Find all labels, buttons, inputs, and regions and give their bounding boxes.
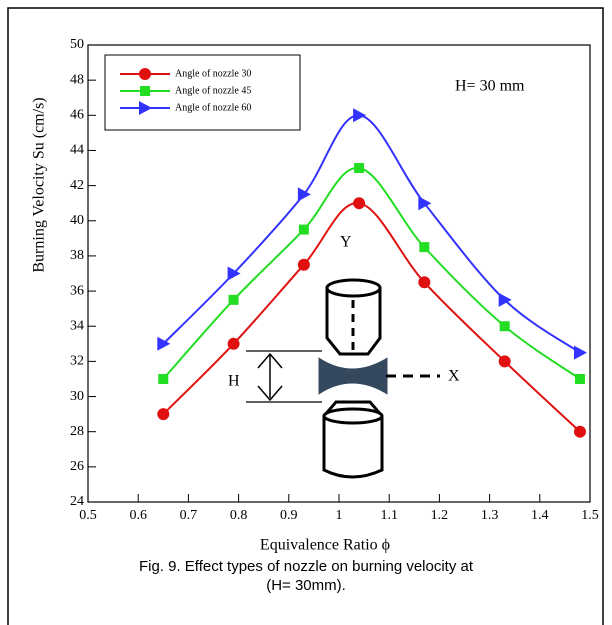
y-tick-label: 50 bbox=[70, 37, 84, 52]
data-point bbox=[298, 224, 309, 235]
annotation: H= 30 mm bbox=[455, 78, 525, 95]
data-point bbox=[498, 292, 512, 307]
x-tick-label: 0.8 bbox=[230, 508, 248, 523]
legend-marker bbox=[139, 68, 151, 80]
y-tick-label: 34 bbox=[70, 318, 84, 333]
data-point bbox=[419, 242, 430, 253]
data-point bbox=[498, 355, 511, 368]
y-tick-label: 30 bbox=[70, 389, 84, 404]
data-point bbox=[573, 345, 587, 360]
annotation: X bbox=[448, 368, 460, 385]
y-tick-label: 26 bbox=[70, 459, 84, 474]
data-point bbox=[157, 336, 171, 351]
x-tick-label: 0.6 bbox=[129, 508, 147, 523]
data-point bbox=[353, 197, 366, 210]
x-tick-label: 1.1 bbox=[380, 508, 398, 523]
y-tick-label: 40 bbox=[70, 213, 84, 228]
x-tick-label: 0.9 bbox=[280, 508, 298, 523]
y-tick-label: 48 bbox=[70, 72, 84, 87]
data-point bbox=[297, 258, 310, 271]
x-tick-label: 1.4 bbox=[531, 508, 549, 523]
legend-marker bbox=[139, 101, 152, 115]
data-point bbox=[227, 266, 241, 281]
nozzle-diagram bbox=[246, 278, 440, 479]
x-tick-label: 0.7 bbox=[180, 508, 198, 523]
data-point bbox=[353, 108, 367, 123]
data-point bbox=[157, 408, 170, 421]
x-tick-label: 1.2 bbox=[431, 508, 449, 523]
y-tick-label: 24 bbox=[70, 494, 84, 509]
data-point bbox=[418, 276, 431, 289]
figure-frame bbox=[7, 7, 604, 625]
legend-box bbox=[104, 54, 301, 131]
x-tick-label: 0.5 bbox=[79, 508, 97, 523]
data-point bbox=[228, 294, 239, 305]
data-point bbox=[227, 337, 240, 350]
y-tick-label: 46 bbox=[70, 108, 84, 123]
x-tick-label: 1 bbox=[336, 508, 343, 523]
y-tick-label: 32 bbox=[70, 354, 84, 369]
annotation: Y bbox=[340, 234, 352, 251]
caption: Fig. 9. Effect types of nozzle on burnin… bbox=[139, 558, 474, 575]
data-point bbox=[499, 321, 510, 332]
legend-label: Angle of nozzle 60 bbox=[175, 102, 251, 113]
legend-label: Angle of nozzle 45 bbox=[175, 85, 251, 96]
data-point bbox=[158, 373, 169, 384]
y-tick-label: 38 bbox=[70, 248, 84, 263]
y-tick-label: 36 bbox=[70, 283, 84, 298]
x-tick-label: 1.5 bbox=[581, 508, 599, 523]
data-point bbox=[574, 373, 585, 384]
y-axis-label: Burning Velocity Su (cm/s) bbox=[31, 97, 48, 272]
legend-label: Angle of nozzle 30 bbox=[175, 68, 251, 79]
data-point bbox=[354, 163, 365, 174]
data-point bbox=[573, 425, 586, 438]
x-axis-label: Equivalence Ratio ϕ bbox=[260, 537, 390, 554]
y-tick-label: 28 bbox=[70, 424, 84, 439]
legend-marker bbox=[140, 86, 150, 96]
data-point bbox=[418, 196, 432, 211]
y-tick-label: 44 bbox=[70, 143, 84, 158]
data-point bbox=[297, 187, 311, 202]
x-tick-label: 1.3 bbox=[481, 508, 499, 523]
caption: (H= 30mm). bbox=[266, 577, 346, 594]
annotation: H bbox=[228, 373, 240, 390]
y-tick-label: 42 bbox=[70, 178, 84, 193]
